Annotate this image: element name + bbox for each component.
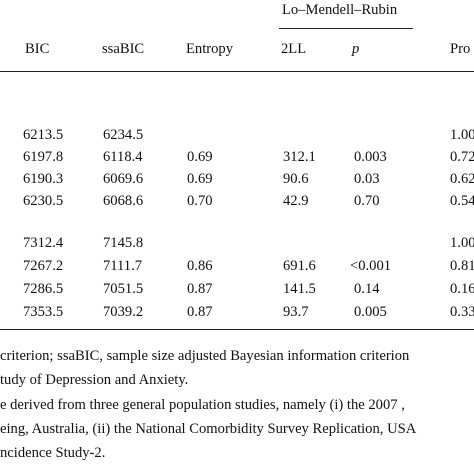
- cell-2ll: 141.5: [283, 281, 316, 297]
- cell-ssabic: 6069.6: [103, 171, 144, 187]
- cell-entropy: 0.87: [187, 281, 213, 297]
- cell-ssabic: 7051.5: [103, 281, 144, 297]
- cell-2ll: 90.6: [283, 171, 309, 187]
- cell-p: 0.70: [354, 193, 380, 209]
- cell-bic: 6213.5: [23, 127, 64, 143]
- cell-bic: 6190.3: [23, 171, 64, 187]
- lmr-header-rule: [279, 28, 413, 29]
- header-bottom-rule: [0, 71, 474, 72]
- cell-bic: 7286.5: [23, 281, 64, 297]
- cell-entropy: 0.70: [187, 193, 213, 209]
- col-header-prop: Pro: [450, 41, 471, 57]
- cell-prop: 0.62: [450, 171, 474, 187]
- footnote-line: eing, Australia, (ii) the National Comor…: [0, 421, 417, 437]
- cell-prop: 0.33: [450, 304, 474, 320]
- cell-bic: 7312.4: [23, 235, 64, 251]
- footnote-line: e derived from three general population …: [0, 397, 405, 413]
- cell-p: 0.003: [354, 149, 387, 165]
- cell-bic: 6230.5: [23, 193, 64, 209]
- cell-entropy: 0.69: [187, 149, 213, 165]
- cell-prop: 0.54: [450, 193, 474, 209]
- table-bottom-rule: [0, 329, 474, 330]
- cell-2ll: 691.6: [283, 258, 316, 274]
- cell-ssabic: 6234.5: [103, 127, 144, 143]
- cell-2ll: 93.7: [283, 304, 309, 320]
- lmr-group-header: Lo–Mendell–Rubin: [282, 2, 398, 18]
- cell-entropy: 0.86: [187, 258, 213, 274]
- footnote-line: ncidence Study-2.: [0, 445, 106, 461]
- cell-p: 0.03: [354, 171, 380, 187]
- cell-2ll: 312.1: [283, 149, 316, 165]
- footnote-line: tudy of Depression and Anxiety.: [0, 372, 189, 388]
- cell-entropy: 0.69: [187, 171, 213, 187]
- cell-bic: 7267.2: [23, 258, 64, 274]
- cell-prop: 1.00: [450, 235, 474, 251]
- cell-p: <0.001: [350, 258, 392, 274]
- cell-ssabic: 6118.4: [103, 149, 143, 165]
- cell-entropy: 0.87: [187, 304, 213, 320]
- col-header-entropy: Entropy: [186, 41, 234, 57]
- cell-prop: 0.81: [450, 258, 474, 274]
- cell-ssabic: 7111.7: [103, 258, 143, 274]
- cell-p: 0.005: [354, 304, 387, 320]
- col-header-bic: BIC: [25, 41, 50, 57]
- cell-ssabic: 7039.2: [103, 304, 144, 320]
- cell-prop: 0.72: [450, 149, 474, 165]
- col-header-2ll: 2LL: [281, 41, 307, 57]
- col-header-ssabic: ssaBIC: [102, 41, 145, 57]
- cell-ssabic: 7145.8: [103, 235, 144, 251]
- cell-bic: 6197.8: [23, 149, 64, 165]
- cell-bic: 7353.5: [23, 304, 64, 320]
- footnote-line: criterion; ssaBIC, sample size adjusted …: [0, 348, 410, 364]
- cell-prop: 0.16: [450, 281, 474, 297]
- cell-2ll: 42.9: [283, 193, 309, 209]
- cell-ssabic: 6068.6: [103, 193, 144, 209]
- cell-prop: 1.00: [450, 127, 474, 143]
- cell-p: 0.14: [354, 281, 380, 297]
- col-header-p: p: [352, 41, 360, 57]
